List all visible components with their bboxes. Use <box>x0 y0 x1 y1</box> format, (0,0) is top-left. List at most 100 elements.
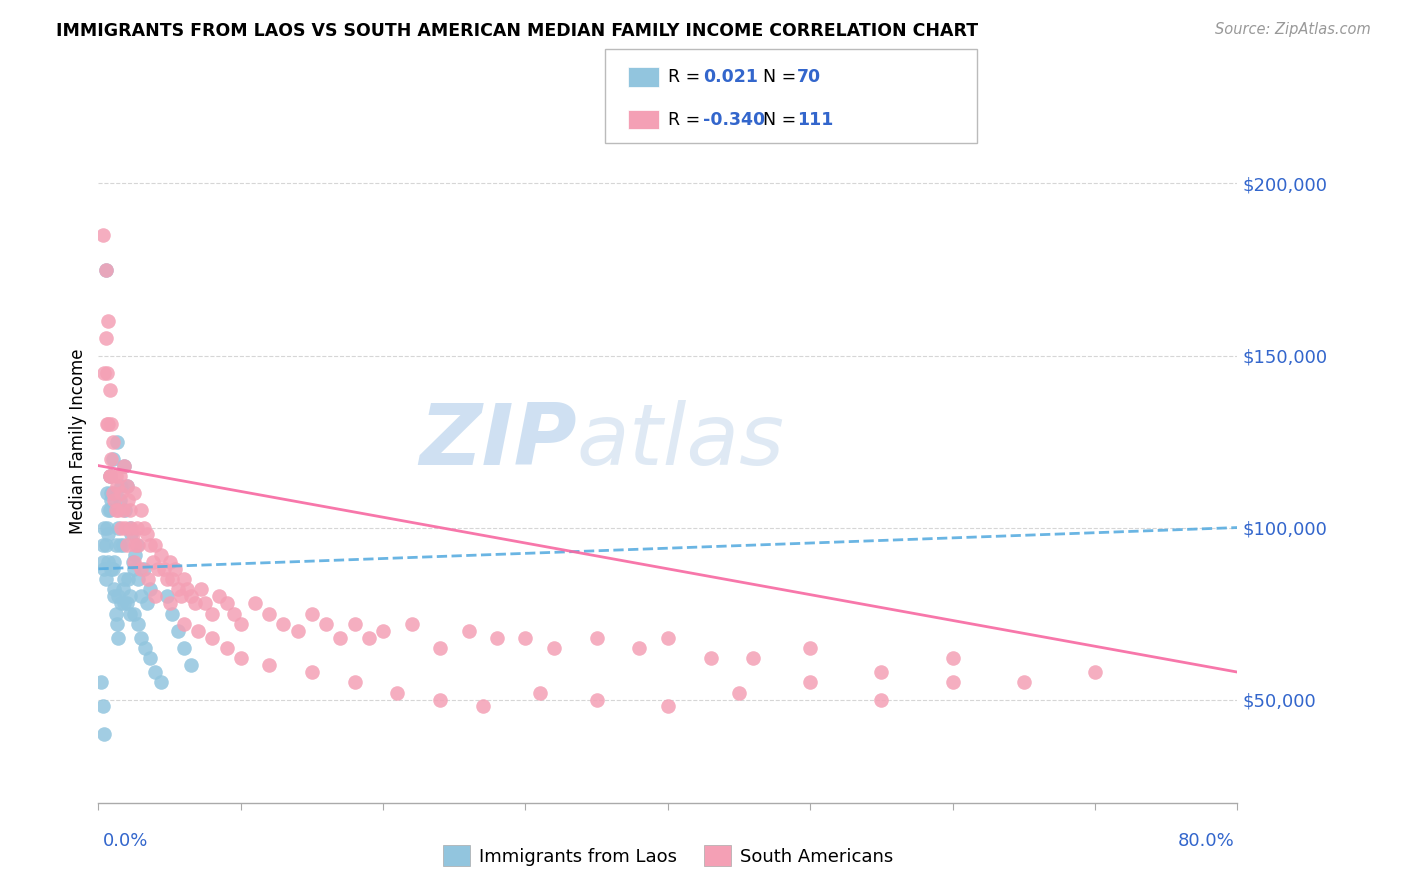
Point <box>100 562 122 576</box>
Point <box>215 596 238 610</box>
Point <box>100 493 122 508</box>
Point <box>97 555 120 569</box>
Point <box>170 590 193 604</box>
Point <box>94 572 117 586</box>
Point <box>120 520 142 534</box>
Point <box>101 562 124 576</box>
Point <box>162 572 184 586</box>
Point <box>117 493 139 508</box>
Point <box>180 658 202 673</box>
Point <box>132 520 155 534</box>
Point <box>138 538 160 552</box>
Point <box>115 538 138 552</box>
Point <box>94 331 117 345</box>
Point <box>112 458 135 473</box>
Point <box>148 562 170 576</box>
Point <box>1084 665 1107 679</box>
Point <box>108 469 131 483</box>
Point <box>129 631 152 645</box>
Point <box>94 538 117 552</box>
Point <box>129 562 152 576</box>
Point <box>110 486 132 500</box>
Point <box>105 434 128 449</box>
Point <box>103 555 125 569</box>
Point <box>107 503 129 517</box>
Point <box>429 640 451 655</box>
Text: 0.0%: 0.0% <box>103 831 148 849</box>
Point <box>315 616 337 631</box>
Point <box>97 314 120 328</box>
Point <box>515 631 537 645</box>
Point <box>107 590 129 604</box>
Point <box>124 548 146 562</box>
Point <box>457 624 479 638</box>
Point <box>201 607 224 621</box>
Point <box>120 527 142 541</box>
Legend: Immigrants from Laos, South Americans: Immigrants from Laos, South Americans <box>436 838 900 873</box>
Point <box>190 582 212 597</box>
Point <box>145 538 167 552</box>
Point <box>187 624 209 638</box>
Point <box>115 479 138 493</box>
Point <box>122 607 145 621</box>
Point <box>103 590 125 604</box>
Point <box>118 520 141 534</box>
Point <box>103 493 125 508</box>
Point <box>117 572 139 586</box>
Text: 70: 70 <box>797 69 821 87</box>
Point <box>543 640 565 655</box>
Point <box>273 616 295 631</box>
Point <box>176 582 198 597</box>
Point <box>429 692 451 706</box>
Point <box>471 699 494 714</box>
Point <box>222 607 245 621</box>
Point <box>159 596 181 610</box>
Point <box>628 640 651 655</box>
Point <box>150 675 173 690</box>
Point <box>657 699 679 714</box>
Text: atlas: atlas <box>576 400 785 483</box>
Point <box>98 503 121 517</box>
Point <box>138 582 160 597</box>
Point <box>145 665 167 679</box>
Point <box>138 651 160 665</box>
Point <box>301 665 323 679</box>
Point <box>167 624 190 638</box>
Point <box>100 486 122 500</box>
Point <box>129 503 152 517</box>
Point <box>110 479 132 493</box>
Point <box>93 727 115 741</box>
Point <box>343 675 366 690</box>
Point <box>870 665 893 679</box>
Point <box>94 262 117 277</box>
Text: ZIP: ZIP <box>419 400 576 483</box>
Point <box>127 572 149 586</box>
Point <box>91 228 114 243</box>
Point <box>114 520 136 534</box>
Point <box>93 520 115 534</box>
Point <box>132 562 155 576</box>
Point <box>98 469 121 483</box>
Point <box>122 486 145 500</box>
Point <box>91 555 114 569</box>
Text: N =: N = <box>763 111 797 128</box>
Point <box>96 520 118 534</box>
Point <box>93 562 115 576</box>
Point <box>799 640 821 655</box>
Point <box>259 607 281 621</box>
Point <box>585 631 607 645</box>
Point <box>870 692 893 706</box>
Point <box>121 527 143 541</box>
Point <box>145 590 167 604</box>
Point <box>657 631 679 645</box>
Point <box>215 640 238 655</box>
Text: 111: 111 <box>797 111 834 128</box>
Text: R =: R = <box>668 69 700 87</box>
Point <box>159 555 181 569</box>
Point <box>91 699 114 714</box>
Point <box>100 417 122 432</box>
Point <box>357 631 380 645</box>
Point <box>229 616 252 631</box>
Point <box>122 562 145 576</box>
Point <box>942 675 965 690</box>
